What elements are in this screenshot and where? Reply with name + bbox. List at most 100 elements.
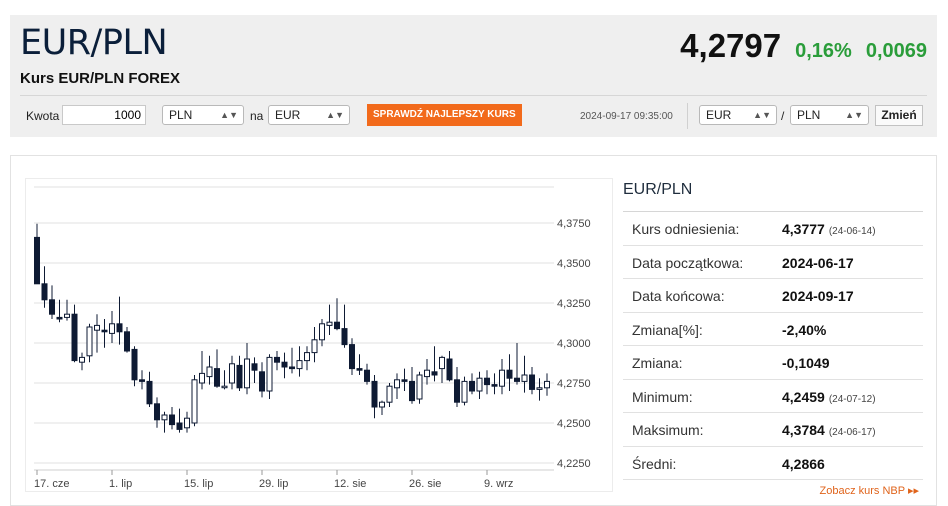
stats-label: Data początkowa: xyxy=(632,254,744,271)
stats-label: Minimum: xyxy=(632,388,693,405)
to-currency-select[interactable]: EUR ▲▼ xyxy=(268,105,350,125)
candle xyxy=(491,384,498,387)
candle xyxy=(86,326,93,357)
stats-value: 4,3777 (24-06-14) xyxy=(782,221,876,237)
stats-label: Maksimum: xyxy=(632,422,704,438)
candle xyxy=(34,236,40,285)
candle xyxy=(79,356,85,363)
candle xyxy=(356,368,363,371)
candle xyxy=(446,358,453,381)
candle xyxy=(184,417,190,429)
candle xyxy=(431,371,438,376)
candle xyxy=(109,323,115,334)
amount-label: Kwota xyxy=(26,109,60,123)
candle xyxy=(71,313,78,362)
candle xyxy=(521,374,528,382)
stats-value: 2024-09-17 xyxy=(782,288,858,304)
pair-base-value: EUR xyxy=(706,108,732,122)
stats-label: Średni: xyxy=(632,455,677,472)
candle xyxy=(206,366,213,378)
candle xyxy=(289,366,295,370)
page-title: EUR/PLN xyxy=(20,23,168,63)
chart-panel xyxy=(10,155,937,506)
to-label: na xyxy=(250,109,264,123)
candlestick-chart: 4,2250 4,2500 4,2750 4,3000 4,3250 4,3500 4,37… xyxy=(34,186,591,490)
converter-divider xyxy=(687,103,688,129)
pair-base-select[interactable]: EUR ▲▼ xyxy=(699,105,777,125)
y-tick-label: 4,3500 xyxy=(557,258,591,270)
to-currency-value: EUR xyxy=(275,108,301,122)
change-pair-button[interactable]: Zmień xyxy=(875,105,923,126)
candle xyxy=(281,361,288,368)
candle xyxy=(439,356,445,370)
x-tick-label: 9. wrz xyxy=(484,478,513,490)
page-subtitle: Kurs EUR/PLN FOREX xyxy=(20,70,181,87)
candle xyxy=(56,316,63,320)
select-arrows-icon: ▲▼ xyxy=(753,110,771,120)
stats-row: Data początkowa: 2024-06-17 xyxy=(623,246,923,279)
stats-title: EUR/PLN xyxy=(623,178,923,212)
y-tick-label: 4,2750 xyxy=(557,378,591,390)
candle xyxy=(371,380,378,408)
stats-date: (24-07-12) xyxy=(828,393,876,405)
stats-value-number: 2024-09-17 xyxy=(782,288,854,304)
y-tick-label: 4,3000 xyxy=(557,338,591,350)
price-chart[interactable]: 4,2250 4,2500 4,2750 4,3000 4,3250 4,3500 4,37… xyxy=(25,178,613,492)
candle xyxy=(199,372,205,384)
stats-value-number: 4,3777 xyxy=(782,221,825,237)
stats-panel: EUR/PLN Kurs odniesienia: 4,3777 (24-06-14… xyxy=(623,178,923,497)
candle xyxy=(379,401,385,408)
candle xyxy=(131,348,138,381)
nbp-rate-link[interactable]: Zobacz kurs NBP ▸▸ xyxy=(819,485,919,497)
y-tick-label: 4,2500 xyxy=(557,418,591,430)
stats-value-number: 2024-06-17 xyxy=(782,254,854,271)
stats-row: Kurs odniesienia: 4,3777 (24-06-14) xyxy=(623,212,923,246)
candle xyxy=(326,321,333,326)
candle xyxy=(169,414,175,426)
candle xyxy=(146,380,153,405)
x-tick-label: 26. sie xyxy=(409,478,441,490)
pair-quote-select[interactable]: PLN ▲▼ xyxy=(790,105,869,125)
from-currency-select[interactable]: PLN ▲▼ xyxy=(162,105,244,125)
stats-label: Zmiana: xyxy=(632,355,683,371)
candle xyxy=(161,414,168,421)
candle xyxy=(514,377,520,382)
candle xyxy=(244,358,250,389)
candle xyxy=(476,377,483,392)
x-tick-label: 17. cze xyxy=(34,478,69,490)
stats-row: Data końcowa: 2024-09-17 xyxy=(623,279,923,313)
quote-header: EUR/PLN Kurs EUR/PLN FOREX 4,2797 0,16% … xyxy=(10,15,937,137)
change-absolute: 0,0069 xyxy=(865,40,927,62)
stats-value: 4,2866 xyxy=(782,456,829,472)
candle xyxy=(139,379,145,382)
stats-value: 4,2459 (24-07-12) xyxy=(782,389,876,405)
candle xyxy=(544,380,550,389)
candle xyxy=(236,364,243,389)
amount-input[interactable] xyxy=(62,105,146,125)
candle xyxy=(394,379,400,389)
stats-row: Średni: 4,2866 xyxy=(623,447,923,480)
quote-summary: 4,2797 0,16% 0,0069 xyxy=(680,27,927,65)
stats-row: Maksimum: 4,3784 (24-06-17) xyxy=(623,413,923,447)
change-percent: 0,16% xyxy=(795,40,852,62)
candle xyxy=(304,352,310,362)
stats-value-number: -2,40% xyxy=(782,321,827,338)
candle xyxy=(386,385,393,403)
stats-label: Kurs odniesienia: xyxy=(632,221,740,237)
stats-value-number: 4,2866 xyxy=(782,455,825,472)
pair-quote-value: PLN xyxy=(797,108,821,122)
candle xyxy=(214,368,220,387)
candle xyxy=(49,299,55,315)
best-rate-button[interactable]: SPRAWDŹ NAJLEPSZY KURS xyxy=(367,104,522,126)
candle xyxy=(334,321,340,330)
y-tick-label: 4,3750 xyxy=(557,218,591,230)
candle xyxy=(259,371,265,392)
candle xyxy=(461,380,468,403)
stats-row: Minimum: 4,2459 (24-07-12) xyxy=(623,380,923,413)
candle xyxy=(94,324,100,331)
stats-label: Zmiana[%]: xyxy=(632,321,703,338)
stats-label: Data końcowa: xyxy=(632,288,725,304)
candle xyxy=(154,403,160,421)
candle xyxy=(124,331,130,352)
candle xyxy=(349,344,355,370)
